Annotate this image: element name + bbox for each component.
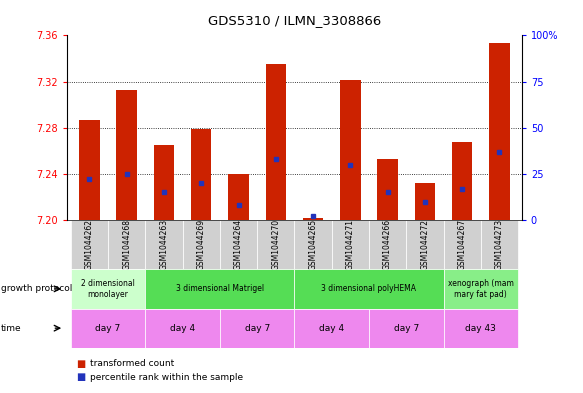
Bar bbox=[154, 145, 174, 220]
Bar bbox=[303, 218, 324, 220]
Bar bbox=[71, 309, 145, 348]
Text: ■: ■ bbox=[76, 372, 85, 382]
Text: GSM1044264: GSM1044264 bbox=[234, 219, 243, 270]
Bar bbox=[369, 220, 406, 269]
Text: GSM1044265: GSM1044265 bbox=[308, 219, 318, 270]
Bar bbox=[377, 159, 398, 220]
Text: time: time bbox=[1, 324, 21, 332]
Bar bbox=[444, 220, 481, 269]
Text: GSM1044267: GSM1044267 bbox=[458, 219, 466, 270]
Text: GSM1044271: GSM1044271 bbox=[346, 219, 355, 270]
Text: GDS5310 / ILMN_3308866: GDS5310 / ILMN_3308866 bbox=[208, 14, 381, 27]
Text: xenograph (mam
mary fat pad): xenograph (mam mary fat pad) bbox=[448, 279, 514, 299]
Bar bbox=[294, 269, 444, 309]
Text: ■: ■ bbox=[76, 358, 85, 369]
Bar bbox=[452, 141, 472, 220]
Bar bbox=[182, 220, 220, 269]
Bar bbox=[71, 220, 108, 269]
Text: GSM1044272: GSM1044272 bbox=[420, 219, 429, 270]
Text: day 43: day 43 bbox=[465, 324, 496, 332]
Text: GSM1044273: GSM1044273 bbox=[495, 219, 504, 270]
Text: growth protocol: growth protocol bbox=[1, 285, 72, 293]
Bar bbox=[265, 64, 286, 220]
Text: day 7: day 7 bbox=[244, 324, 270, 332]
Text: GSM1044268: GSM1044268 bbox=[122, 219, 131, 270]
Bar bbox=[145, 220, 182, 269]
Bar bbox=[79, 119, 100, 220]
Bar bbox=[229, 174, 249, 220]
Text: 3 dimensional Matrigel: 3 dimensional Matrigel bbox=[176, 285, 264, 293]
Bar bbox=[145, 309, 220, 348]
Text: GSM1044270: GSM1044270 bbox=[271, 219, 280, 270]
Bar bbox=[415, 183, 435, 220]
Text: GSM1044266: GSM1044266 bbox=[383, 219, 392, 270]
Text: percentile rank within the sample: percentile rank within the sample bbox=[90, 373, 244, 382]
Bar bbox=[332, 220, 369, 269]
Text: day 4: day 4 bbox=[319, 324, 344, 332]
Bar bbox=[220, 309, 294, 348]
Text: day 7: day 7 bbox=[96, 324, 121, 332]
Text: GSM1044269: GSM1044269 bbox=[196, 219, 206, 270]
Bar bbox=[444, 309, 518, 348]
Bar bbox=[444, 269, 518, 309]
Text: transformed count: transformed count bbox=[90, 359, 175, 368]
Bar bbox=[145, 269, 294, 309]
Text: day 7: day 7 bbox=[394, 324, 419, 332]
Bar bbox=[406, 220, 444, 269]
Bar bbox=[481, 220, 518, 269]
Bar bbox=[117, 90, 137, 220]
Text: GSM1044263: GSM1044263 bbox=[160, 219, 168, 270]
Bar bbox=[294, 220, 332, 269]
Bar bbox=[71, 269, 145, 309]
Bar bbox=[294, 309, 369, 348]
Bar bbox=[108, 220, 145, 269]
Text: 3 dimensional polyHEMA: 3 dimensional polyHEMA bbox=[321, 285, 416, 293]
Bar bbox=[489, 44, 510, 220]
Bar bbox=[191, 129, 212, 220]
Text: day 4: day 4 bbox=[170, 324, 195, 332]
Bar bbox=[340, 81, 360, 220]
Bar bbox=[369, 309, 444, 348]
Bar bbox=[257, 220, 294, 269]
Text: GSM1044262: GSM1044262 bbox=[85, 219, 94, 270]
Text: 2 dimensional
monolayer: 2 dimensional monolayer bbox=[81, 279, 135, 299]
Bar bbox=[220, 220, 257, 269]
